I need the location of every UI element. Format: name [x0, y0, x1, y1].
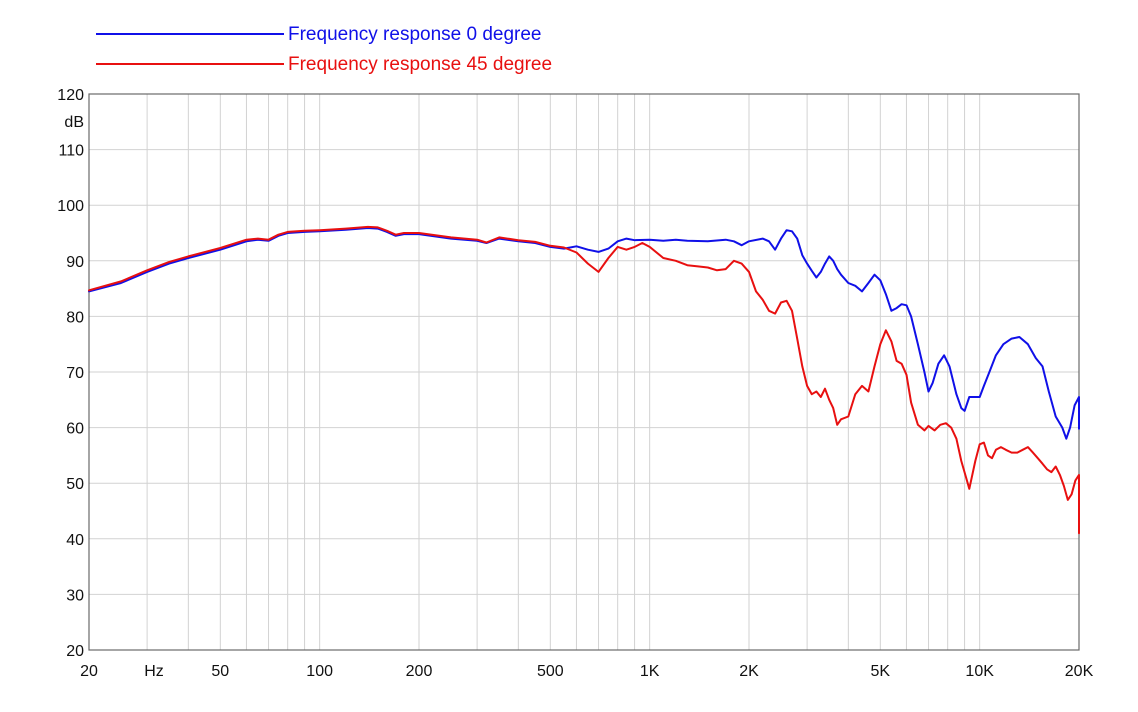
- x-tick-label: 5K: [871, 663, 891, 680]
- x-tick-label: 50: [211, 663, 229, 680]
- chart-legend: Frequency response 0 degree Frequency re…: [96, 24, 552, 75]
- y-tick-label: 30: [66, 587, 84, 604]
- y-tick-label: 70: [66, 365, 84, 382]
- y-tick-label: 60: [66, 421, 84, 438]
- y-tick-label: 120: [57, 87, 84, 104]
- y-axis-ticks: 20 30 40 50 60 70 80 90 100 110 120: [57, 87, 84, 660]
- x-tick-label: 20K: [1065, 663, 1094, 680]
- legend-label-45-degree: Frequency response 45 degree: [288, 54, 552, 75]
- x-tick-label: 2K: [739, 663, 759, 680]
- series-line-0-degree: [88, 227, 1080, 440]
- y-tick-label: 110: [58, 143, 84, 160]
- series-line-45-degree: [88, 225, 1080, 535]
- plot-frame: [88, 93, 1080, 651]
- y-tick-label: 50: [66, 476, 84, 493]
- x-tick-label: 10K: [965, 663, 994, 680]
- y-tick-label: 90: [66, 254, 84, 271]
- x-tick-label: 200: [406, 663, 433, 680]
- y-tick-label: 40: [66, 532, 84, 549]
- y-tick-label: 20: [66, 643, 84, 660]
- y-tick-label: 80: [66, 309, 84, 326]
- plot-grid: [89, 94, 1079, 650]
- y-axis-unit-label: dB: [64, 114, 84, 131]
- series-lines: [88, 225, 1080, 535]
- y-tick-label: 100: [57, 198, 84, 215]
- legend-item-45-degree: Frequency response 45 degree: [96, 54, 552, 75]
- x-tick-label: 100: [306, 663, 333, 680]
- x-axis-ticks: 20 50 100 200 500 1K 2K 5K 10K 20K: [80, 663, 1093, 680]
- x-tick-label: 500: [537, 663, 564, 680]
- x-tick-label: 20: [80, 663, 98, 680]
- legend-item-0-degree: Frequency response 0 degree: [96, 24, 542, 45]
- legend-label-0-degree: Frequency response 0 degree: [288, 24, 542, 45]
- x-axis-unit-label: Hz: [144, 663, 164, 680]
- x-tick-label: 1K: [640, 663, 660, 680]
